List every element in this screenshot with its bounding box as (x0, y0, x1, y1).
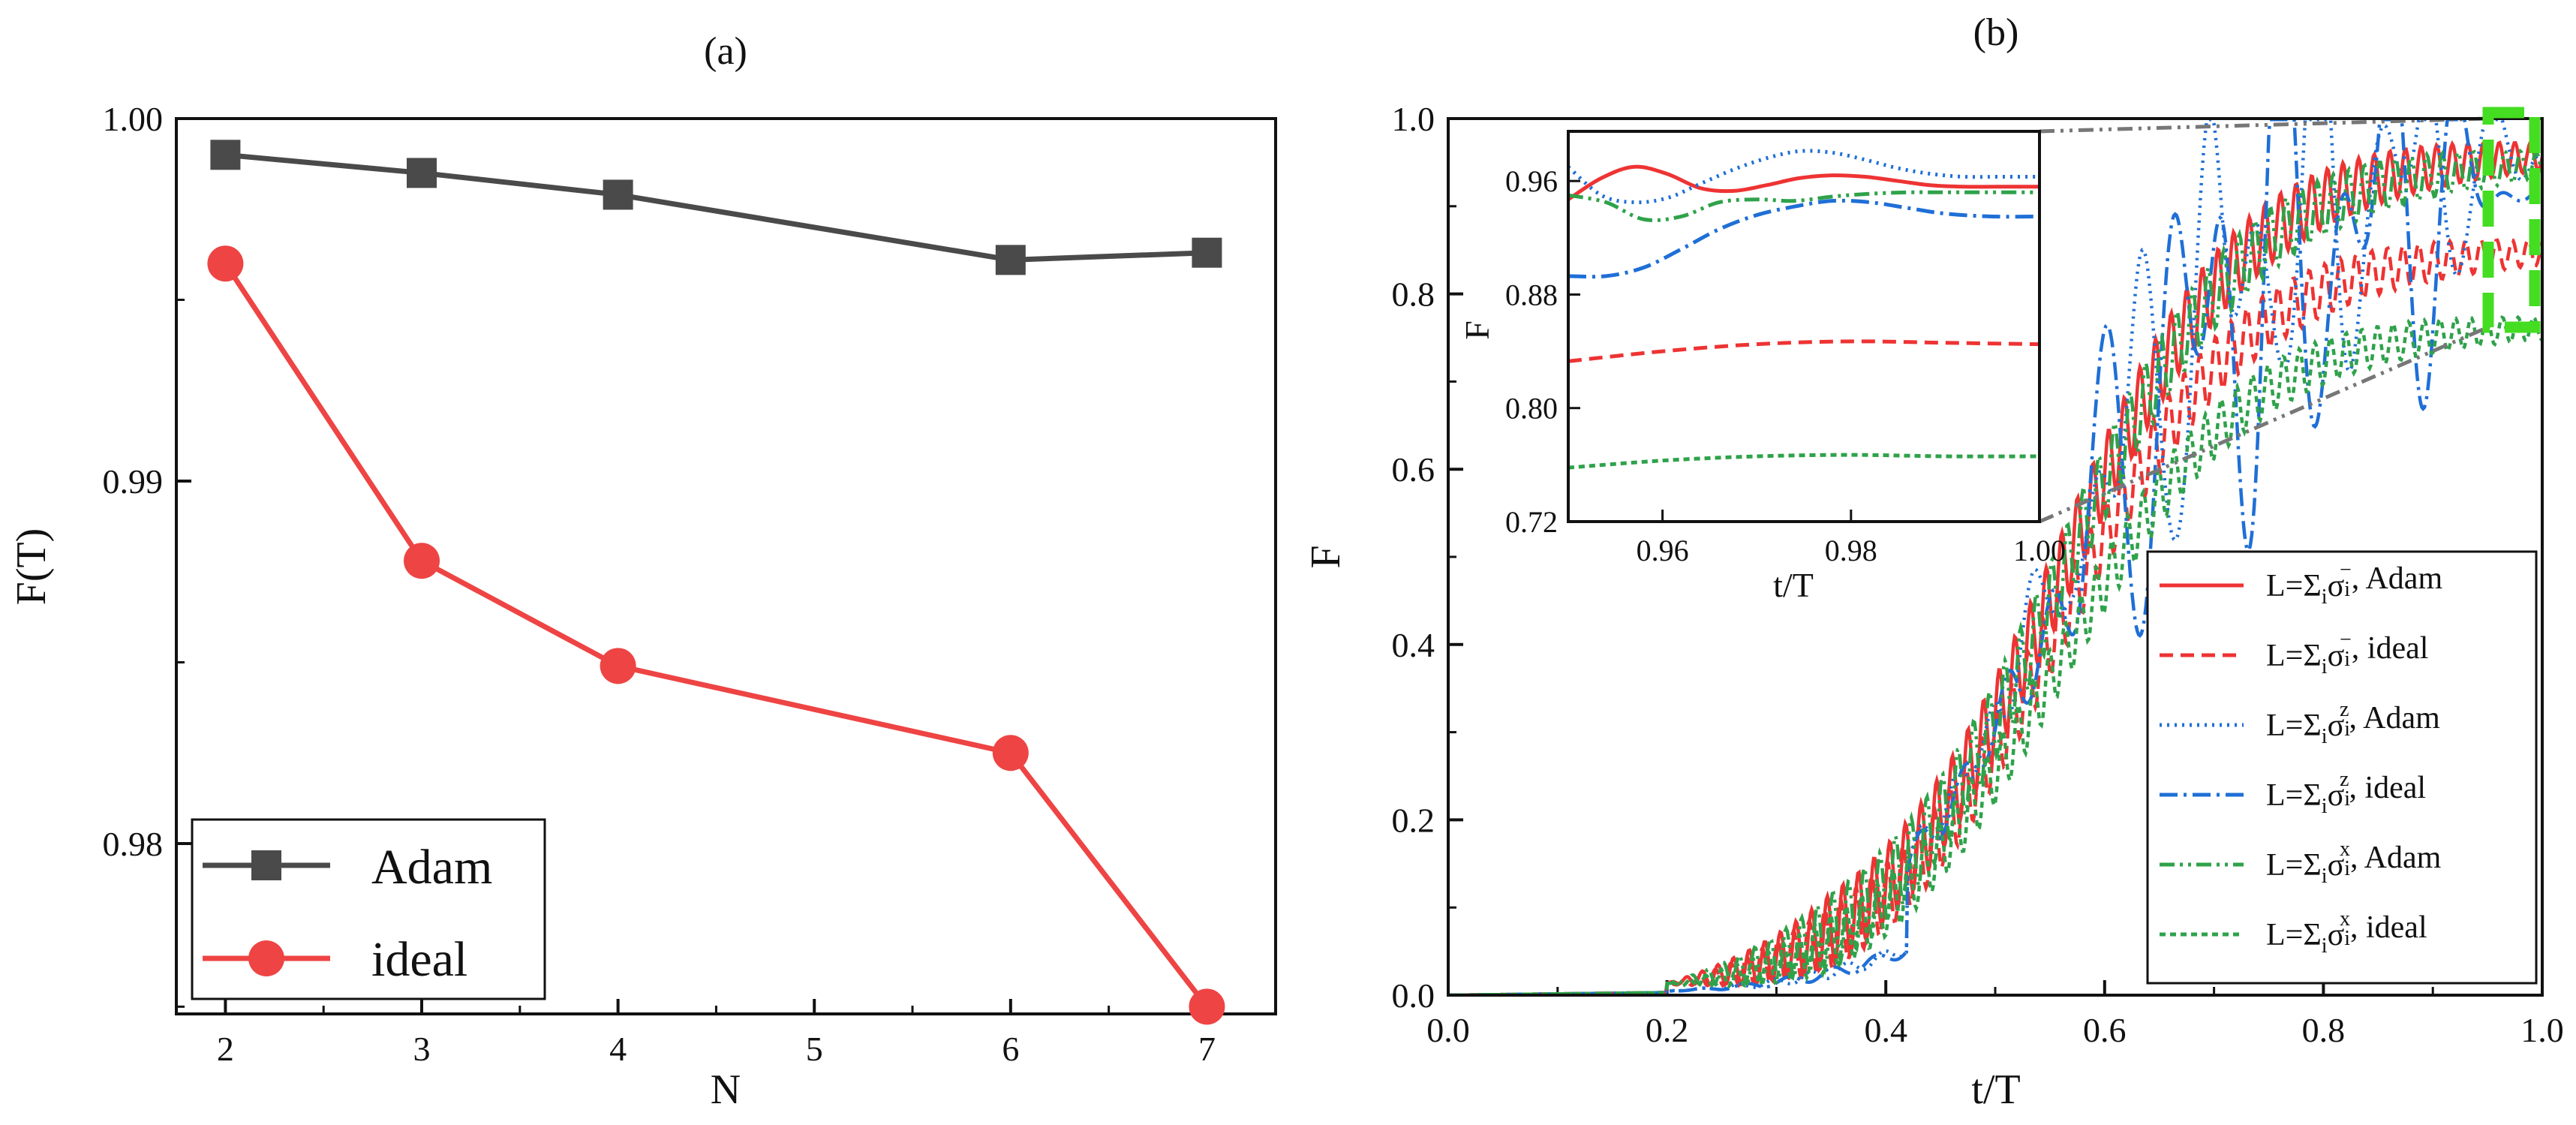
panel-a-y-tick-label: 0.99 (103, 462, 164, 501)
panel-a-chart: (a) N F(T) 2 3 4 5 6 7 0.98 0.99 1.00 Adam idea… (8, 30, 1277, 1113)
panel-a-point-ideal (1189, 988, 1225, 1025)
panel-b-y-axis-title: F (1303, 545, 1349, 568)
panel-a-point-ideal (404, 543, 440, 579)
inset-series-line-5 (1568, 453, 2040, 470)
inset-background (1568, 131, 2039, 522)
panel-a-x-tick-label: 6 (1002, 1030, 1019, 1068)
panel-b-x-tick-label: 0.2 (1646, 1011, 1689, 1049)
panel-b-y-tick-label: 0.0 (1392, 976, 1435, 1015)
panel-b-x-tick-label: 0.0 (1426, 1011, 1470, 1049)
panel-a-x-tick-label: 2 (217, 1030, 234, 1068)
panel-a-title: (a) (704, 30, 747, 73)
panel-b-x-axis-title: t/T (1971, 1066, 2020, 1113)
panel-a-y-tick-label: 0.98 (103, 825, 164, 863)
panel-a-x-tick-label: 5 (806, 1030, 823, 1068)
legend-ideal-label: ideal (371, 932, 467, 987)
panel-a-x-axis-title: N (711, 1066, 741, 1113)
panel-b-series (1448, 119, 2542, 995)
panel-b-legend-box (2146, 550, 2538, 985)
panel-b-title: (b) (1973, 11, 2019, 54)
legend-b-label-5: L=Σiσix, ideal (2266, 907, 2427, 958)
legend-ideal-marker (248, 940, 284, 976)
panel-a-series-line-adam (225, 152, 1207, 263)
panel-a-point-adam (1192, 237, 1222, 268)
legend-b-label-0: L=Σiσi−, Adam (2266, 558, 2442, 609)
legend-b-label-2: L=Σiσiz, Adam (2266, 698, 2440, 748)
panel-a-legend: Adam ideal (191, 818, 546, 1000)
legend-b-label-3: L=Σiσiz, ideal (2266, 768, 2426, 818)
panel-b-series-line-4 (1448, 148, 2542, 995)
inset-y-axis-title: F (1458, 320, 1496, 340)
inset-y-tick-label: 0.80 (1505, 392, 1558, 426)
panel-a-y-ticks: 0.98 0.99 1.00 (103, 100, 191, 1008)
panel-a-legend-box (191, 818, 546, 1000)
legend-adam-label: Adam (371, 840, 492, 895)
inset-x-tick-label: 0.98 (1825, 534, 1877, 567)
inset-series-line-3 (1568, 198, 2040, 279)
panel-b-x-tick-label: 0.4 (1864, 1011, 1907, 1049)
panel-a-x-tick-label: 7 (1198, 1030, 1216, 1068)
panel-b-series-line-1 (1448, 237, 2542, 995)
panel-a-x-tick-label: 4 (609, 1030, 627, 1068)
inset-series-line-0 (1567, 164, 2039, 201)
inset-series-line-1 (1568, 339, 2040, 363)
panel-b-x-ticks: 0.0 0.2 0.4 0.6 0.8 1.0 (1426, 980, 2564, 1049)
panel-b-x-tick-label: 1.0 (2520, 1011, 2564, 1049)
panel-a-series (207, 140, 1225, 1025)
inset-plot-frame (1567, 130, 2041, 523)
panel-b-x-tick-label: 0.6 (2083, 1011, 2127, 1049)
legend-b-label-1: L=Σiσi−, ideal (2266, 628, 2428, 678)
legend-adam-marker (251, 850, 281, 880)
panel-a-x-tick-label: 3 (413, 1030, 431, 1068)
zoom-connector-bottom (2039, 324, 2490, 524)
panel-b-y-tick-label: 1.0 (1392, 100, 1435, 138)
zoom-connectors (2039, 116, 2490, 524)
panel-a-point-adam (603, 179, 633, 210)
inset-y-ticks: 0.72 0.80 0.88 0.96 (1505, 164, 1580, 539)
inset-x-axis-title: t/T (1773, 566, 1814, 604)
panel-a-plot-frame (175, 117, 1277, 1015)
panel-b-y-ticks: 0.0 0.2 0.4 0.6 0.8 1.0 (1392, 100, 1463, 1015)
inset-chart: 0.96 0.98 1.00 0.72 0.80 0.88 0.96 t/T F (1458, 130, 2066, 604)
inset-y-tick-label: 0.72 (1505, 505, 1558, 539)
panel-b-y-tick-label: 0.8 (1392, 275, 1435, 314)
panel-b-y-tick-label: 0.2 (1392, 801, 1435, 839)
inset-series (1567, 149, 2040, 470)
panel-b-chart: (b) t/T F 0.0 0.2 0.4 0.6 0.8 1.0 0.00.20.40.… (1303, 11, 2564, 1113)
panel-a-x-ticks: 2 3 4 5 6 7 (217, 999, 1216, 1068)
inset-x-tick-label: 0.96 (1637, 534, 1689, 567)
legend-b-label-4: L=Σiσix, Adam (2266, 838, 2442, 888)
panel-b-plot-frame (1447, 117, 2544, 997)
inset-series-line-4 (1568, 190, 2039, 223)
panel-b-y-tick-label: 0.4 (1392, 626, 1435, 664)
inset-y-tick-label: 0.88 (1505, 278, 1558, 311)
zoom-region-highlight (2482, 107, 2541, 333)
panel-a-point-adam (210, 140, 241, 170)
panel-b-legend: L=Σiσi−, Adam L=Σiσi−, ideal L=Σiσiz, Adam… (2146, 550, 2538, 985)
inset-x-ticks: 0.96 0.98 1.00 (1637, 510, 2066, 567)
panel-b-x-tick-label: 0.8 (2302, 1011, 2346, 1049)
inset-x-tick-label: 1.00 (2013, 534, 2066, 567)
panel-b-y-tick-label: 0.6 (1392, 450, 1435, 489)
zoom-connector-top (2039, 116, 2488, 134)
panel-a-y-tick-label: 1.00 (103, 100, 164, 138)
panel-a-point-ideal (207, 245, 244, 282)
panel-a-point-ideal (600, 648, 636, 684)
panel-a-point-ideal (992, 735, 1029, 772)
panel-b-series-line-5 (1448, 314, 2542, 995)
inset-y-tick-label: 0.96 (1505, 164, 1558, 198)
panel-a-point-adam (407, 158, 437, 188)
panel-a-y-axis-title: F(T) (8, 528, 55, 606)
panel-a-point-adam (995, 245, 1026, 275)
